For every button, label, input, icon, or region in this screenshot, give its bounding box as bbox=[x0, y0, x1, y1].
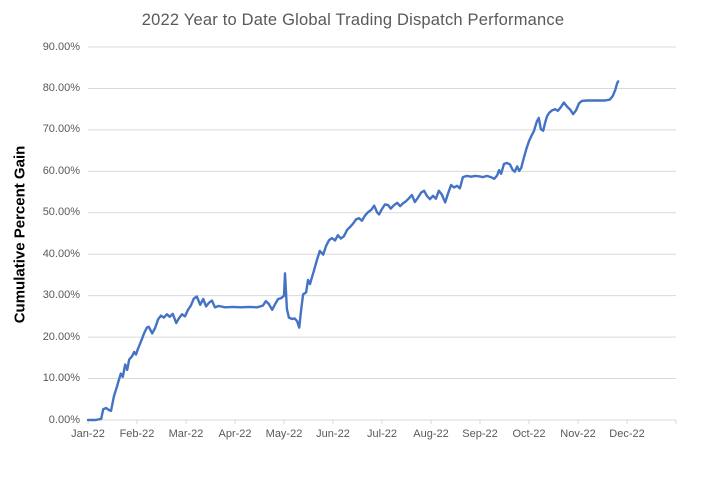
y-tick-label: 60.00% bbox=[42, 164, 80, 177]
data-line-series bbox=[86, 80, 620, 422]
y-tick-label: 80.00% bbox=[42, 81, 80, 94]
x-tick-label: Aug-22 bbox=[413, 428, 449, 440]
x-tick-label: Jun-22 bbox=[316, 428, 350, 440]
x-tick-label: Feb-22 bbox=[119, 428, 155, 440]
y-tick-label: 50.00% bbox=[42, 206, 80, 219]
chart-title: 2022 Year to Date Global Trading Dispatc… bbox=[141, 11, 565, 29]
x-tick-label: Jul-22 bbox=[367, 428, 397, 440]
x-tick-label: May-22 bbox=[265, 428, 303, 440]
x-tick-label: Jan-22 bbox=[71, 428, 105, 440]
x-tick-label: Apr-22 bbox=[218, 428, 252, 440]
y-tick-label: 10.00% bbox=[42, 372, 80, 385]
gridlines bbox=[88, 46, 676, 421]
y-tick-label: 40.00% bbox=[42, 247, 80, 260]
x-tick-label: Mar-22 bbox=[168, 428, 204, 440]
axis-ticks bbox=[87, 420, 677, 424]
x-tick-label: Sep-22 bbox=[462, 428, 498, 440]
x-tick-label: Oct-22 bbox=[512, 428, 546, 440]
y-tick-label: 30.00% bbox=[42, 289, 80, 302]
y-tick-label: 0.00% bbox=[48, 413, 80, 426]
y-tick-label: 70.00% bbox=[42, 123, 80, 136]
x-tick-label: Dec-22 bbox=[609, 428, 645, 440]
x-tick-label: Nov-22 bbox=[560, 428, 596, 440]
y-tick-label: 20.00% bbox=[42, 330, 80, 343]
y-tick-label: 90.00% bbox=[42, 40, 80, 53]
